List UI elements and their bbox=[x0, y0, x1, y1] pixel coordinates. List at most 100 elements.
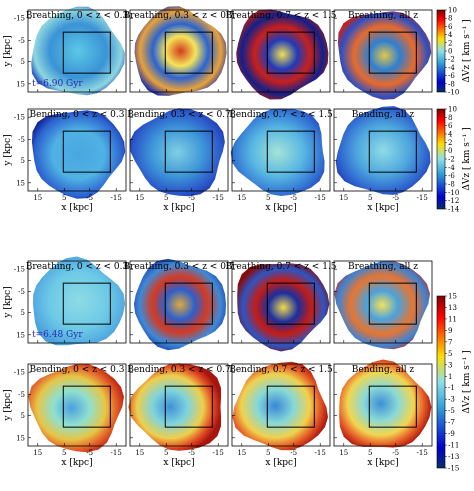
panel-title: Bending, all z bbox=[352, 110, 415, 120]
region-box bbox=[266, 130, 315, 173]
y-tick-label: -5 bbox=[18, 391, 25, 399]
colorbar-gradient bbox=[436, 108, 446, 210]
colorbar-tick: 8 bbox=[448, 114, 452, 122]
velocity-map bbox=[129, 108, 225, 197]
colorbar-tick: -9 bbox=[448, 430, 455, 438]
panel-frame bbox=[129, 9, 229, 93]
panel-frame bbox=[333, 108, 433, 192]
panel-frame bbox=[333, 260, 433, 344]
map-panel: Breathing, 0.7 < z < 1.5 bbox=[225, 9, 337, 100]
x-tick-label: -5 bbox=[290, 194, 297, 202]
x-tick-label: 5 bbox=[164, 449, 168, 457]
y-tick-label: -5 bbox=[18, 288, 25, 296]
map-panel: Breathing, all z bbox=[333, 260, 433, 350]
x-tick-label: 5 bbox=[368, 449, 372, 457]
panel-frame bbox=[231, 260, 331, 344]
y-axis-label: y [kpc] bbox=[3, 286, 13, 318]
colorbar-tick: -3 bbox=[448, 396, 455, 404]
region-box bbox=[266, 282, 315, 325]
colorbar-tick: -1 bbox=[448, 384, 455, 392]
x-tick-label: -15 bbox=[111, 194, 122, 202]
colorbar-tick: -11 bbox=[448, 442, 459, 450]
x-axis-label: x [kpc] bbox=[367, 203, 398, 213]
panel-frame bbox=[231, 363, 331, 447]
panel-frame bbox=[129, 260, 229, 344]
panel-title: Breathing, 0.3 < z < 0.7 bbox=[123, 11, 234, 21]
colorbar-tick: -10 bbox=[448, 189, 459, 197]
colorbar-label: ΔVz [ km s⁻¹ ] bbox=[462, 350, 472, 413]
x-axis-label: x [kpc] bbox=[61, 458, 92, 468]
x-axis-label: x [kpc] bbox=[367, 458, 398, 468]
y-tick-label: -5 bbox=[18, 136, 25, 144]
y-tick-label: 15 bbox=[16, 179, 25, 187]
x-axis-label: x [kpc] bbox=[163, 203, 194, 213]
region-box bbox=[164, 282, 213, 325]
panel-title: Bending, 0.3 < z < 0.7 bbox=[127, 365, 231, 375]
map-panel: Breathing, 0 < z < 0.3 bbox=[26, 6, 129, 96]
panel-frame bbox=[27, 108, 127, 192]
panel-frame bbox=[231, 108, 331, 192]
region-box bbox=[62, 130, 111, 173]
time-label: t=6.48 Gyr bbox=[32, 330, 83, 340]
x-tick-label: -5 bbox=[188, 194, 195, 202]
x-tick-label: -15 bbox=[111, 449, 122, 457]
panel-title: Bending, 0 < z < 0.3 bbox=[30, 110, 125, 120]
panel-frame bbox=[27, 9, 127, 93]
colorbar-tick: 6 bbox=[448, 23, 453, 31]
region-box bbox=[62, 282, 111, 325]
x-axis-label: x [kpc] bbox=[265, 203, 296, 213]
colorbar-tick: -8 bbox=[448, 181, 455, 189]
panel-title: Breathing, 0.7 < z < 1.5 bbox=[225, 262, 336, 272]
x-tick-label: 5 bbox=[62, 449, 66, 457]
y-axis-label: y [kpc] bbox=[3, 134, 13, 166]
x-tick-label: -5 bbox=[392, 194, 399, 202]
x-tick-label: 5 bbox=[368, 194, 372, 202]
x-tick-label: -15 bbox=[417, 194, 428, 202]
x-tick-label: 15 bbox=[33, 449, 42, 457]
x-tick-label: -15 bbox=[213, 194, 224, 202]
colorbar-tick: 2 bbox=[448, 39, 452, 47]
panel-frame bbox=[129, 363, 229, 447]
panel-frame bbox=[333, 363, 433, 447]
y-tick-label: -15 bbox=[14, 114, 25, 122]
region-box bbox=[368, 130, 417, 173]
x-tick-label: 15 bbox=[237, 449, 246, 457]
x-tick-label: 5 bbox=[164, 194, 168, 202]
colorbar-tick: 0 bbox=[448, 48, 452, 56]
x-tick-label: -5 bbox=[392, 449, 399, 457]
colorbar-tick: -14 bbox=[448, 206, 460, 214]
panel-title: Bending, 0.3 < z < 0.7 bbox=[127, 110, 231, 120]
x-tick-label: 15 bbox=[339, 449, 348, 457]
y-tick-label: -15 bbox=[14, 266, 25, 274]
region-box bbox=[368, 282, 417, 325]
x-tick-label: 5 bbox=[266, 449, 270, 457]
colorbar-tick: 10 bbox=[448, 7, 457, 15]
map-panel: Bending, 0.7 < z < 1.5 bbox=[229, 108, 333, 196]
region-box bbox=[368, 31, 417, 74]
y-tick-label: 15 bbox=[16, 434, 25, 442]
colorbar-tick: -7 bbox=[448, 419, 455, 427]
colorbar-tick: -12 bbox=[448, 197, 459, 205]
y-tick-label: 5 bbox=[21, 58, 25, 66]
x-tick-label: -5 bbox=[290, 449, 297, 457]
colorbar-tick: 6 bbox=[448, 122, 453, 130]
panel-frame bbox=[333, 9, 433, 93]
x-tick-label: -15 bbox=[213, 449, 224, 457]
colorbar-tick: 10 bbox=[448, 106, 457, 114]
x-tick-label: -15 bbox=[315, 449, 326, 457]
map-panel: Bending, all z bbox=[333, 106, 433, 195]
velocity-map bbox=[335, 106, 431, 195]
panel-frame bbox=[129, 108, 229, 192]
panel-title: Breathing, all z bbox=[348, 262, 418, 272]
x-tick-label: 15 bbox=[339, 194, 348, 202]
colorbar-tick: 8 bbox=[448, 15, 452, 23]
panel-title: Breathing, 0 < z < 0.3 bbox=[26, 262, 129, 272]
colorbar-tick: 1 bbox=[448, 373, 452, 381]
x-tick-label: 5 bbox=[62, 194, 66, 202]
time-label: t=6.90 Gyr bbox=[32, 79, 83, 89]
colorbar-tick: -2 bbox=[448, 156, 455, 164]
colorbar-tick: -13 bbox=[448, 453, 459, 461]
region-box bbox=[266, 31, 315, 74]
x-tick-label: 15 bbox=[135, 449, 144, 457]
